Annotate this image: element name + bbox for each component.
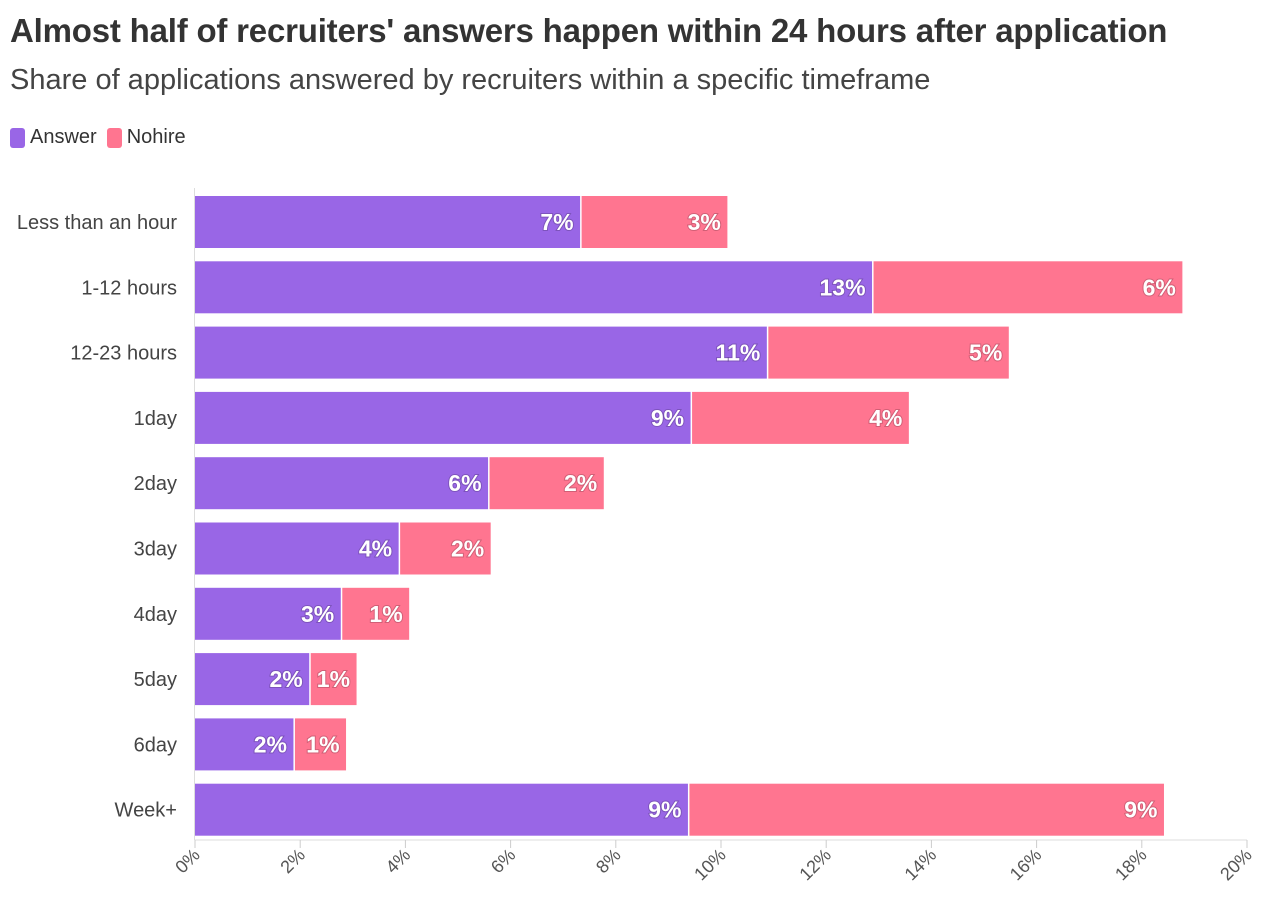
category-label: 3day (134, 539, 177, 561)
legend-swatch-answer (10, 127, 25, 148)
category-label: 1day (134, 408, 177, 430)
bar-nohire (489, 457, 604, 510)
chart-title: Almost half of recruiters' answers happe… (10, 12, 1168, 49)
data-label: 13% (819, 274, 865, 300)
data-label: 9% (1124, 797, 1157, 823)
x-tick-label: 2% (276, 845, 309, 878)
bar-answer (195, 587, 341, 640)
x-tick-label: 8% (592, 845, 625, 878)
bar-answer (195, 522, 399, 575)
legend: Answer Nohire (10, 126, 186, 149)
legend-swatch-nohire (106, 127, 122, 148)
category-label: Less than an hour (17, 212, 177, 234)
data-label: 1% (369, 601, 402, 627)
data-label: 6% (1143, 274, 1176, 300)
bar-answer (195, 457, 489, 510)
category-label: 12-23 hours (70, 343, 177, 365)
bar-answer (195, 391, 691, 444)
x-tick-label: 0% (171, 845, 204, 878)
bar-nohire (692, 391, 909, 444)
data-label: 4% (869, 405, 902, 431)
data-label: 3% (688, 209, 721, 235)
x-tick-label: 16% (1006, 845, 1046, 885)
bar-answer (195, 783, 688, 836)
bar-answer (195, 718, 294, 771)
bar-answer (195, 196, 581, 248)
bar-nohire (310, 653, 357, 706)
data-label: 9% (651, 405, 684, 431)
bar-answer (195, 326, 767, 379)
category-label: 6day (134, 734, 177, 756)
chart-subtitle: Share of applications answered by recrui… (10, 64, 931, 96)
data-label: 2% (269, 666, 302, 692)
data-label: 2% (564, 470, 597, 496)
data-label: 1% (317, 666, 350, 692)
bar-nohire (873, 261, 1183, 314)
data-label: 4% (359, 536, 392, 562)
category-label: Week+ (115, 800, 177, 822)
data-label: 1% (306, 731, 339, 757)
x-tick-label: 18% (1111, 845, 1151, 885)
bar-nohire (581, 196, 728, 248)
legend-item-answer[interactable]: Answer (10, 126, 97, 149)
category-label: 4day (134, 604, 177, 626)
x-tick-label: 10% (690, 845, 730, 885)
bar-nohire (342, 587, 410, 640)
bar-nohire (400, 522, 491, 575)
data-label: 6% (448, 470, 481, 496)
legend-item-nohire[interactable]: Nohire (106, 126, 186, 149)
data-label: 5% (969, 340, 1002, 366)
data-label: 9% (648, 797, 681, 823)
x-tick-label: 20% (1216, 845, 1256, 885)
data-label: 2% (254, 731, 287, 757)
legend-label-answer: Answer (30, 126, 97, 148)
bar-nohire (768, 326, 1009, 379)
category-label: 1-12 hours (81, 277, 177, 299)
bar-nohire (689, 783, 1164, 836)
bar-answer (195, 653, 310, 706)
data-label: 7% (540, 209, 573, 235)
legend-label-nohire: Nohire (126, 126, 186, 148)
category-label: 5day (134, 669, 177, 691)
data-label: 2% (451, 536, 484, 562)
category-label: 2day (134, 473, 177, 495)
x-tick-label: 12% (795, 845, 835, 885)
x-tick-label: 6% (487, 845, 520, 878)
x-tick-label: 14% (901, 845, 941, 885)
x-tick-label: 4% (382, 845, 415, 878)
data-label: 3% (301, 601, 334, 627)
bar-answer (195, 261, 873, 314)
bar-nohire (294, 718, 347, 771)
data-label: 11% (716, 340, 761, 366)
